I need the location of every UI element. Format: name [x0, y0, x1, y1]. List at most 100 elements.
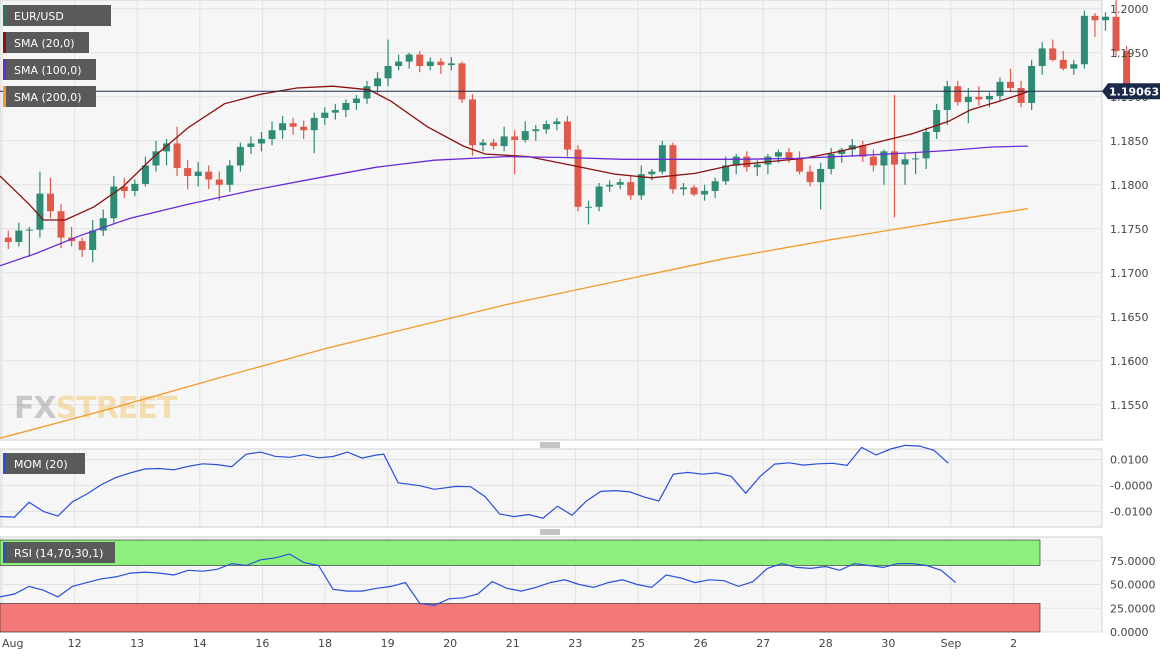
candle-body	[236, 146, 244, 166]
candle	[46, 177, 54, 219]
candle-body	[110, 186, 118, 219]
candle	[574, 145, 582, 212]
candle	[268, 121, 276, 146]
candle	[479, 139, 487, 152]
mom-y-tick-label: 0.0100	[1110, 453, 1149, 466]
candle	[954, 80, 962, 106]
candle-body	[152, 151, 160, 166]
candle-body	[585, 206, 593, 208]
candle-body	[416, 54, 424, 66]
candle	[701, 184, 709, 201]
candle-body	[901, 159, 909, 165]
candle	[1038, 42, 1046, 75]
candle-body	[753, 164, 761, 168]
legend-mom-label: MOM (20)	[14, 458, 68, 471]
candle-body	[342, 102, 350, 110]
x-tick-label: 13	[130, 637, 144, 650]
candle-body	[257, 139, 265, 144]
candle	[890, 95, 898, 218]
candle-body	[838, 149, 846, 154]
candle-body	[163, 143, 171, 152]
candle	[901, 154, 909, 185]
x-tick-label: 26	[694, 637, 708, 650]
candle-body	[1049, 48, 1057, 60]
legend-sma20[interactable]: SMA (20,0)	[3, 32, 89, 53]
candle-body	[743, 156, 751, 168]
candle-body	[521, 131, 529, 140]
rsi-bands	[0, 539, 1041, 633]
candle	[764, 154, 772, 175]
candle-body	[796, 158, 804, 172]
price-y-tick-label: 1.1750	[1110, 223, 1149, 236]
candle-body	[563, 121, 571, 150]
price-y-tick-label: 1.1650	[1110, 311, 1149, 324]
candle-body	[384, 66, 392, 79]
rsi-y-tick-label: 25.0000	[1110, 602, 1156, 615]
candle	[215, 171, 223, 201]
candle-body	[194, 171, 202, 176]
candle-body	[806, 171, 814, 183]
candle	[943, 80, 951, 125]
legend-symbol[interactable]: EUR/USD	[3, 5, 111, 26]
candle	[194, 161, 202, 187]
pane-resize-handle-1[interactable]	[530, 440, 570, 449]
candle	[173, 126, 181, 176]
candle	[331, 103, 339, 120]
rsi-oversold-zone	[0, 603, 1041, 633]
candle	[141, 156, 149, 187]
watermark-street: STREET	[56, 391, 178, 426]
candle	[36, 171, 44, 238]
candle	[711, 177, 719, 198]
candle	[1091, 13, 1099, 37]
candle	[796, 151, 804, 175]
candle-body	[701, 190, 709, 195]
candle-body	[880, 151, 888, 166]
candle-body	[996, 81, 1004, 96]
candle	[4, 230, 12, 250]
sma100-line	[0, 145, 1029, 267]
legend-sma200[interactable]: SMA (200,0)	[3, 86, 96, 107]
candle-body	[690, 187, 698, 195]
candle-body	[426, 61, 434, 66]
legend-rsi[interactable]: RSI (14,70,30,1)	[3, 542, 115, 563]
legend-symbol-label: EUR/USD	[14, 10, 64, 23]
candle-body	[405, 54, 413, 62]
candle-body	[1091, 15, 1099, 21]
candle-body	[679, 187, 687, 190]
candle	[869, 149, 877, 172]
candle-body	[479, 142, 487, 146]
legend-mom[interactable]: MOM (20)	[3, 453, 85, 474]
candle	[131, 179, 139, 197]
candle-body	[1059, 59, 1067, 69]
candle	[1049, 39, 1057, 62]
candle	[416, 51, 424, 73]
candle-body	[1070, 64, 1078, 69]
candle	[226, 160, 234, 192]
price-y-tick-label: 1.1600	[1110, 355, 1149, 368]
rsi-overbought-zone	[0, 539, 1041, 566]
candle-body	[954, 86, 962, 103]
candle-body	[15, 230, 23, 242]
candle-body	[722, 165, 730, 182]
candle-body	[215, 179, 223, 185]
candle-body	[732, 156, 740, 166]
price-plot-bg	[0, 0, 1103, 441]
price-y-tick-label: 1.2000	[1110, 3, 1149, 16]
candle-body	[36, 193, 44, 230]
candle	[637, 165, 645, 200]
candle	[57, 204, 65, 249]
candle-body	[247, 143, 255, 147]
x-tick-label: 19	[381, 637, 395, 650]
pane-resize-handle-2[interactable]	[530, 527, 570, 537]
candle-body	[532, 129, 540, 132]
candle-body	[1123, 51, 1131, 92]
candle	[627, 176, 635, 200]
candle	[679, 183, 687, 196]
candle	[110, 176, 118, 225]
legend-sma100[interactable]: SMA (100,0)	[3, 59, 96, 80]
candle	[279, 116, 287, 140]
candle-body	[447, 63, 455, 66]
candle-body	[268, 130, 276, 140]
candle	[352, 95, 360, 110]
